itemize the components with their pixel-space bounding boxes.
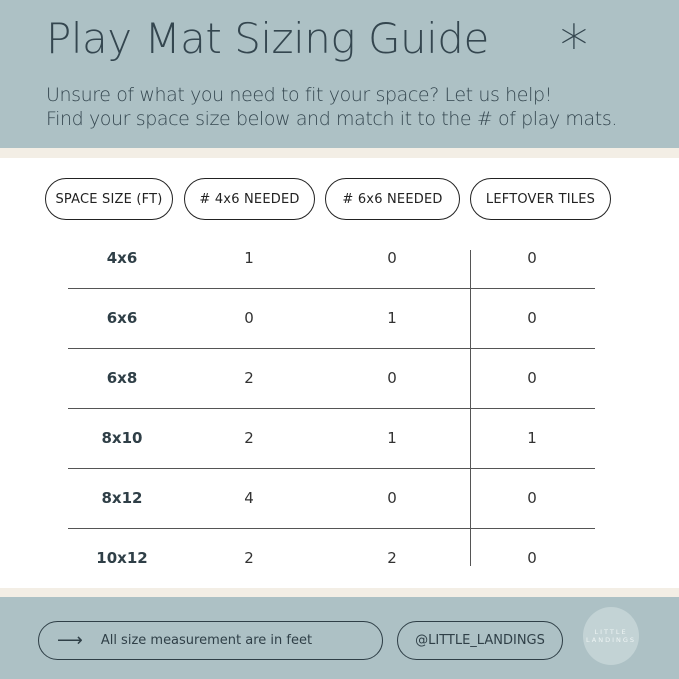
- column-header-space-size: SPACE SIZE (FT): [45, 178, 173, 220]
- logo-text: LANDINGS: [585, 636, 637, 644]
- divider-stripe: [0, 588, 679, 597]
- table-cell: 6x8: [106, 369, 138, 387]
- table-cell: 1: [244, 249, 254, 267]
- table-row: 6x8 2 0 0: [0, 348, 679, 408]
- table-cell: 0: [527, 249, 537, 267]
- subtitle: Unsure of what you need to fit your spac…: [46, 83, 617, 131]
- table-cell: 2: [387, 549, 397, 567]
- note-text: All size measurement are in feet: [100, 633, 313, 648]
- table-cell: 4: [244, 489, 254, 507]
- table-cell: 0: [387, 249, 397, 267]
- row-divider: [68, 408, 595, 409]
- row-divider: [68, 348, 595, 349]
- table-cell: 10x12: [96, 549, 148, 567]
- table-row: 8x10 2 1 1: [0, 408, 679, 468]
- table-cell: 1: [387, 309, 397, 327]
- footer-banner: [0, 597, 679, 679]
- column-header-6x6: # 6x6 NEEDED: [325, 178, 460, 220]
- brand-logo: LITTLE LANDINGS: [583, 607, 639, 665]
- table-cell: 1: [527, 429, 537, 447]
- table-cell: 2: [244, 429, 254, 447]
- note-pill: ⟶ All size measurement are in feet: [38, 621, 383, 660]
- table-cell: 0: [527, 549, 537, 567]
- subtitle-line: Unsure of what you need to fit your spac…: [46, 84, 552, 106]
- table-cell: 8x12: [101, 489, 143, 507]
- table-cell: 0: [527, 309, 537, 327]
- table-cell: 0: [387, 489, 397, 507]
- table-cell: 8x10: [101, 429, 143, 447]
- divider-stripe: [0, 148, 679, 158]
- table-cell: 4x6: [106, 249, 138, 267]
- table-cell: 2: [244, 549, 254, 567]
- row-divider: [68, 288, 595, 289]
- page-title: Play Mat Sizing Guide: [46, 14, 489, 63]
- header-banner: Play Mat Sizing Guide * Unsure of what y…: [0, 0, 679, 148]
- column-divider: [470, 250, 471, 566]
- table-cell: 2: [244, 369, 254, 387]
- table-cell: 1: [387, 429, 397, 447]
- table-cell: 0: [244, 309, 254, 327]
- asterisk-icon: *: [560, 14, 588, 79]
- table-cell: 0: [387, 369, 397, 387]
- arrow-right-icon: ⟶: [57, 630, 83, 651]
- table-row: 4x6 1 0 0: [0, 228, 679, 288]
- table-cell: 6x6: [106, 309, 138, 327]
- row-divider: [68, 468, 595, 469]
- table-row: 6x6 0 1 0: [0, 288, 679, 348]
- table-cell: 0: [527, 369, 537, 387]
- column-header-leftover: LEFTOVER TILES: [470, 178, 611, 220]
- row-divider: [68, 528, 595, 529]
- table-cell: 0: [527, 489, 537, 507]
- table-row: 8x12 4 0 0: [0, 468, 679, 528]
- social-handle: @LITTLE_LANDINGS: [397, 621, 563, 660]
- logo-text: LITTLE: [594, 628, 628, 636]
- table-row: 10x12 2 2 0: [0, 528, 679, 588]
- column-header-4x6: # 4x6 NEEDED: [184, 178, 315, 220]
- subtitle-line: Find your space size below and match it …: [46, 108, 617, 130]
